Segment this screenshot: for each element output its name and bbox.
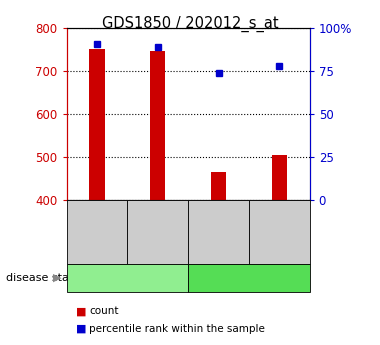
- Text: GSM27725: GSM27725: [214, 204, 223, 260]
- Text: count: count: [89, 306, 119, 316]
- Text: carious: carious: [226, 272, 272, 285]
- Text: GSM27726: GSM27726: [274, 204, 284, 260]
- Bar: [150, 51, 165, 200]
- Text: GSM27727: GSM27727: [92, 204, 102, 260]
- Text: GSM27728: GSM27728: [153, 204, 163, 260]
- Text: GDS1850 / 202012_s_at: GDS1850 / 202012_s_at: [102, 16, 278, 32]
- Text: disease state: disease state: [6, 273, 80, 283]
- Text: ■: ■: [76, 306, 87, 316]
- Text: percentile rank within the sample: percentile rank within the sample: [89, 324, 265, 334]
- Bar: [89, 49, 105, 200]
- Bar: [272, 155, 287, 200]
- Text: ▶: ▶: [53, 273, 61, 283]
- Bar: [211, 172, 226, 200]
- Text: healthy: healthy: [104, 272, 151, 285]
- Text: ■: ■: [76, 324, 87, 334]
